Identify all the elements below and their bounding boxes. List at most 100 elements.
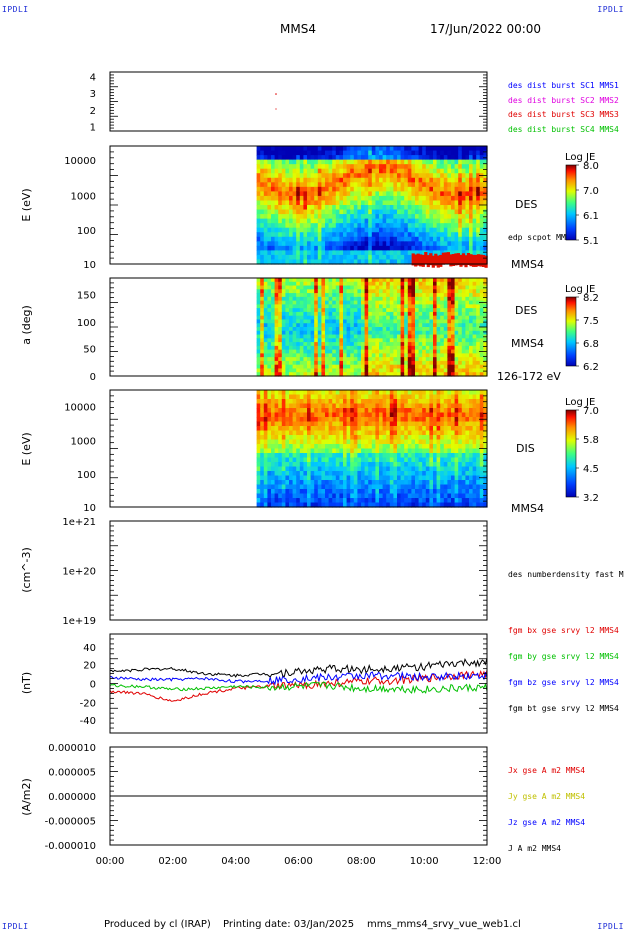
- spectrogram-cell: [296, 168, 301, 174]
- spectrogram-cell: [415, 200, 420, 206]
- spectrogram-cell: [379, 195, 384, 202]
- spectrogram-cell: [314, 457, 319, 463]
- spectrogram-cell: [274, 471, 279, 477]
- spectrogram-cell: [274, 327, 279, 332]
- spectrogram-cell: [310, 484, 315, 490]
- spectrogram-cell: [335, 304, 341, 309]
- spectrogram-cell: [393, 195, 398, 202]
- spectrogram-cell: [443, 357, 448, 362]
- spectrogram-cell: [447, 403, 452, 409]
- spectrogram-cell: [285, 214, 290, 220]
- spectrogram-cell: [407, 200, 412, 206]
- spectrogram-cell: [339, 353, 344, 358]
- spectrogram-cell: [307, 448, 312, 454]
- spectrogram-cell: [371, 360, 377, 366]
- spectrogram-cell: [375, 319, 380, 324]
- spectrogram-cell: [440, 223, 445, 229]
- spectrogram-cell: [404, 471, 409, 477]
- spectrogram-cell: [281, 466, 287, 472]
- spectrogram-cell: [400, 155, 405, 161]
- spectrogram-cell: [361, 146, 366, 152]
- spectrogram-cell: [389, 164, 394, 170]
- spectrogram-cell: [407, 330, 412, 336]
- spectrogram-cell: [469, 250, 474, 256]
- spectrogram-cell: [433, 191, 438, 197]
- spectrogram-cell: [332, 403, 337, 409]
- spectrogram-cell: [440, 430, 445, 436]
- spectrogram-cell: [404, 218, 409, 224]
- spectrogram-cell: [292, 345, 297, 351]
- spectrogram-cell: [325, 218, 330, 224]
- spectrogram-cell: [461, 475, 466, 481]
- spectrogram-cell: [274, 315, 279, 321]
- spectrogram-cell: [407, 372, 412, 377]
- spectrogram-cell: [303, 498, 308, 504]
- spectrogram-cell: [382, 200, 387, 206]
- spectrogram-cell: [325, 311, 330, 317]
- spectrogram-cell: [307, 360, 312, 366]
- spectrogram-cell: [461, 245, 466, 251]
- spectrogram-cell: [368, 254, 373, 261]
- spectrogram-cell: [307, 323, 312, 328]
- spectrogram-cell: [415, 342, 420, 347]
- spectrogram-cell: [339, 164, 344, 170]
- spectrogram-cell: [476, 498, 481, 504]
- spectrogram-cell: [346, 227, 351, 233]
- spectrogram-cell: [451, 408, 456, 414]
- spectrogram-cell: [332, 159, 337, 165]
- spectrogram-cell: [461, 311, 466, 317]
- spectrogram-cell: [479, 304, 484, 309]
- spectrogram-cell: [357, 146, 362, 152]
- spectrogram-cell: [379, 435, 384, 441]
- spectrogram-cell: [314, 308, 319, 313]
- spectrogram-cell: [443, 426, 448, 432]
- spectrogram-cell: [397, 293, 402, 298]
- spectrogram-cell: [425, 498, 430, 504]
- spectrogram-cell: [353, 502, 359, 508]
- spectrogram-cell: [325, 223, 330, 229]
- spectrogram-cell: [292, 281, 297, 287]
- spectrogram-cell: [476, 412, 481, 418]
- spectrogram-cell: [379, 173, 384, 179]
- spectrogram-cell: [328, 430, 333, 436]
- spectrogram-cell: [350, 417, 355, 423]
- spectrogram-cell: [317, 453, 323, 459]
- spectrogram-cell: [422, 421, 427, 427]
- spectrogram-cell: [335, 236, 341, 242]
- spectrogram-cell: [339, 408, 344, 414]
- spectrogram-cell: [407, 475, 412, 481]
- spectrogram-cell: [433, 417, 438, 423]
- spectrogram-cell: [285, 304, 290, 309]
- spectrogram-cell: [332, 390, 337, 396]
- spectrogram-cell: [364, 399, 369, 405]
- spectrogram-cell: [346, 308, 351, 313]
- spectrogram-cell: [256, 403, 261, 409]
- spectrogram-cell: [357, 453, 362, 459]
- spectrogram-cell: [361, 453, 366, 459]
- spectrogram-cell: [454, 173, 459, 179]
- spectrogram-cell: [285, 209, 290, 215]
- spectrogram-cell: [285, 421, 290, 427]
- spectrogram-cell: [397, 191, 402, 197]
- spectrogram-cell: [479, 315, 484, 321]
- spectrogram-cell: [263, 323, 269, 328]
- spectrogram-cell: [339, 296, 344, 302]
- spectrogram-cell: [404, 315, 409, 321]
- spectrogram-cell: [256, 195, 261, 202]
- spectrogram-cell: [393, 146, 398, 152]
- spectrogram-cell: [260, 489, 265, 495]
- spectrogram-cell: [317, 439, 323, 445]
- spectrogram-cell: [299, 308, 305, 313]
- spectrogram-cell: [422, 191, 427, 197]
- spectrogram-cell: [451, 285, 456, 290]
- spectrogram-cell: [325, 323, 330, 328]
- spectrogram-cell: [447, 168, 452, 174]
- spectrogram-cell: [451, 150, 456, 156]
- spectrogram-cell: [364, 259, 369, 265]
- spectrogram-cell: [343, 232, 348, 238]
- spectrogram-cell: [346, 364, 351, 370]
- spectrogram-cell: [397, 412, 402, 418]
- spectrogram-cell: [289, 289, 294, 294]
- spectrogram-cell: [411, 471, 416, 477]
- spectrogram-cell: [458, 195, 463, 202]
